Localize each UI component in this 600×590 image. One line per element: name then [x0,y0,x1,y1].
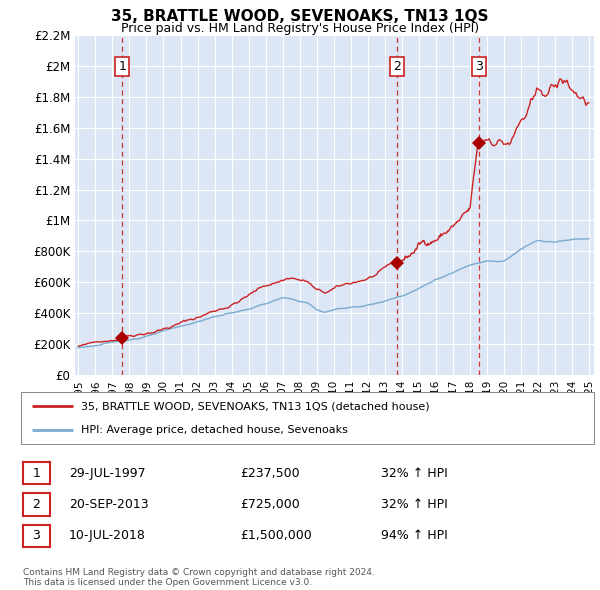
Text: 20-SEP-2013: 20-SEP-2013 [69,498,149,511]
Text: 3: 3 [475,60,483,73]
Text: 35, BRATTLE WOOD, SEVENOAKS, TN13 1QS: 35, BRATTLE WOOD, SEVENOAKS, TN13 1QS [111,9,489,24]
Text: 32% ↑ HPI: 32% ↑ HPI [381,498,448,511]
Text: £725,000: £725,000 [240,498,300,511]
Text: Price paid vs. HM Land Registry's House Price Index (HPI): Price paid vs. HM Land Registry's House … [121,22,479,35]
Text: 3: 3 [32,529,40,542]
Text: HPI: Average price, detached house, Sevenoaks: HPI: Average price, detached house, Seve… [81,425,348,435]
Text: 1: 1 [118,60,126,73]
Text: 29-JUL-1997: 29-JUL-1997 [69,467,146,480]
Text: 35, BRATTLE WOOD, SEVENOAKS, TN13 1QS (detached house): 35, BRATTLE WOOD, SEVENOAKS, TN13 1QS (d… [81,401,430,411]
Text: 2: 2 [32,498,40,511]
Text: Contains HM Land Registry data © Crown copyright and database right 2024.: Contains HM Land Registry data © Crown c… [23,568,374,577]
Text: £237,500: £237,500 [240,467,299,480]
Text: 2: 2 [393,60,401,73]
Text: £1,500,000: £1,500,000 [240,529,312,542]
Text: 32% ↑ HPI: 32% ↑ HPI [381,467,448,480]
Text: 94% ↑ HPI: 94% ↑ HPI [381,529,448,542]
Text: 10-JUL-2018: 10-JUL-2018 [69,529,146,542]
Text: 1: 1 [32,467,40,480]
Text: This data is licensed under the Open Government Licence v3.0.: This data is licensed under the Open Gov… [23,578,312,587]
